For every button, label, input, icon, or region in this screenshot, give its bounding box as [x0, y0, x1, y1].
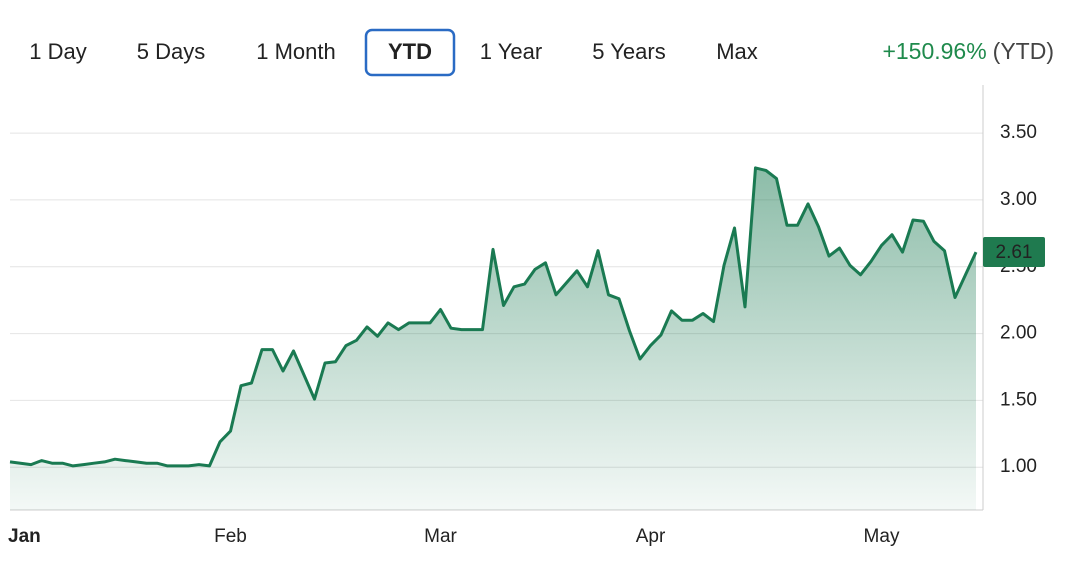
range-label[interactable]: 1 Year — [480, 39, 542, 64]
range-label[interactable]: Max — [716, 39, 758, 64]
y-tick-label: 1.00 — [1000, 456, 1037, 477]
change: +150.96% — [882, 38, 986, 64]
range-label[interactable]: 5 Years — [592, 39, 665, 64]
y-tick-label: 1.50 — [1000, 389, 1037, 410]
change-period: (YTD) — [993, 38, 1054, 64]
price-tag-label: 2.61 — [996, 242, 1033, 263]
range-label[interactable]: YTD — [388, 39, 432, 64]
x-tick-label: Jan — [8, 526, 41, 547]
x-tick-label: Apr — [636, 526, 666, 547]
range-controls: 1 Day 5 Days 1 Month YTD 1 Year 5 Years Max — [29, 28, 758, 77]
x-tick-label: Mar — [424, 526, 457, 547]
range-label[interactable]: 1 Day — [29, 39, 86, 64]
price-tag — [983, 237, 1045, 268]
range-button[interactable]: Max — [716, 39, 758, 64]
plot: 1.001.502.002.503.003.50JanFebMarAprMay2… — [8, 85, 1045, 547]
y-tick-label: 3.50 — [1000, 122, 1037, 143]
range-label[interactable]: 1 Month — [256, 39, 336, 64]
range-button[interactable]: 1 Month — [256, 39, 336, 64]
range-label[interactable]: 5 Days — [137, 39, 205, 64]
range-button[interactable]: 5 Years — [592, 39, 665, 64]
range-button[interactable]: 1 Day — [29, 39, 86, 64]
y-tick-label: 3.00 — [1000, 189, 1037, 210]
x-tick-label: May — [864, 526, 900, 547]
y-tick-label: 2.00 — [1000, 323, 1037, 344]
area — [10, 167, 976, 510]
range-button[interactable]: 5 Days — [137, 39, 205, 64]
selected-outline — [364, 28, 456, 77]
line — [9, 166, 978, 468]
range-button[interactable]: YTD — [364, 28, 456, 77]
x-tick-label: Feb — [214, 526, 247, 547]
change-summary: +150.96% (YTD) — [882, 38, 1054, 64]
range-button[interactable]: 1 Year — [480, 39, 542, 64]
